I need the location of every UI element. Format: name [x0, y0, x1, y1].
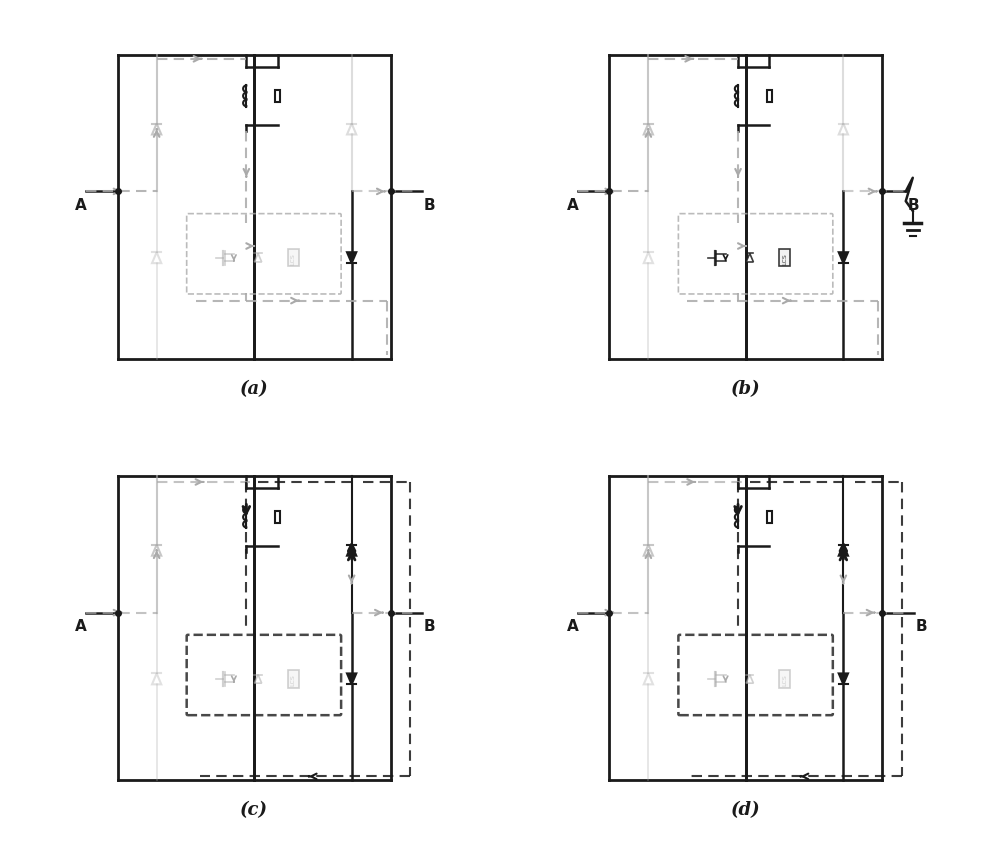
- Text: A: A: [75, 197, 86, 213]
- Text: A: A: [75, 619, 86, 633]
- Text: LCS: LCS: [782, 252, 787, 264]
- Polygon shape: [644, 545, 653, 556]
- Bar: [275, 90, 280, 103]
- Polygon shape: [152, 253, 161, 264]
- Text: A: A: [566, 619, 578, 633]
- Polygon shape: [152, 674, 161, 684]
- Bar: [767, 511, 772, 523]
- Polygon shape: [839, 124, 848, 135]
- Polygon shape: [644, 674, 653, 684]
- Text: A: A: [566, 197, 578, 213]
- Text: LCS: LCS: [782, 674, 787, 685]
- Text: LCS: LCS: [291, 674, 296, 685]
- Polygon shape: [347, 674, 356, 684]
- Bar: [779, 250, 790, 268]
- Bar: [767, 90, 772, 103]
- Bar: [275, 511, 280, 523]
- Bar: [288, 670, 299, 688]
- Text: (a): (a): [240, 380, 268, 398]
- Polygon shape: [839, 253, 848, 264]
- Polygon shape: [746, 254, 753, 262]
- Polygon shape: [254, 254, 262, 262]
- Polygon shape: [254, 675, 262, 684]
- Polygon shape: [347, 253, 356, 264]
- Text: B: B: [424, 619, 435, 633]
- Polygon shape: [347, 545, 356, 556]
- Text: B: B: [908, 197, 919, 213]
- Text: B: B: [916, 619, 927, 633]
- Bar: [779, 670, 790, 688]
- Polygon shape: [644, 124, 653, 135]
- Polygon shape: [839, 545, 848, 556]
- Polygon shape: [746, 675, 753, 684]
- Text: (b): (b): [731, 380, 761, 398]
- Text: LCS: LCS: [291, 252, 296, 264]
- Polygon shape: [347, 124, 356, 135]
- Polygon shape: [152, 545, 161, 556]
- Text: (c): (c): [240, 801, 268, 819]
- Polygon shape: [839, 674, 848, 684]
- Text: B: B: [424, 197, 435, 213]
- Polygon shape: [644, 253, 653, 264]
- Bar: [288, 250, 299, 268]
- Polygon shape: [152, 124, 161, 135]
- Text: (d): (d): [731, 801, 761, 819]
